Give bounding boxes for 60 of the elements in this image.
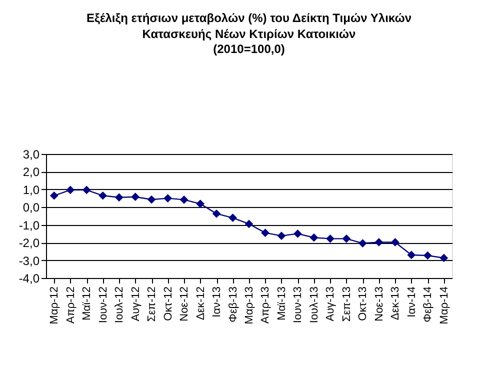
point	[66, 186, 75, 194]
point	[131, 192, 140, 202]
x-tick-label: Ιουν-13	[292, 286, 304, 324]
point	[82, 186, 91, 194]
x-tick-label: Απρ-12	[64, 286, 77, 324]
x-tick-label: Σεπ-13	[340, 286, 353, 322]
y-tick-label: -2,0	[18, 236, 40, 250]
y-tick-label: 2,0	[22, 165, 40, 180]
point	[423, 251, 432, 260]
point	[147, 195, 156, 204]
x-tick-label: Ιουλ-13	[308, 286, 320, 324]
point	[277, 232, 286, 240]
x-tick-label: Ιαν-14	[406, 286, 418, 318]
y-tick-label: 3,0	[22, 148, 40, 162]
point	[326, 234, 334, 243]
x-tick-label: Νοε-13	[373, 286, 386, 322]
point	[358, 239, 367, 248]
point	[114, 193, 124, 202]
x-tick-label: Δεκ-13	[390, 286, 402, 320]
point	[196, 200, 204, 208]
x-tick-label: Φεβ-14	[422, 286, 434, 322]
chart-title: Εξέλιξη ετήσιων μεταβολών (%) του Δείκτη Τιμών Υλικών Κατασκευής Νέων Κτιρίων Κατοικιών	[86, 11, 412, 41]
x-tick-label: Αυγ-12	[130, 286, 142, 322]
y-tick-label: -4,0	[18, 272, 40, 286]
x-tick-label: Αυγ-13	[324, 286, 337, 322]
x-tick-label: Μαρ-14	[438, 286, 450, 324]
y-tick-label: -3,0	[18, 254, 40, 268]
point	[228, 214, 237, 222]
y-tick-label: -1,0	[18, 218, 40, 232]
y-tick-label: 1,0	[22, 182, 40, 197]
x-tick-label: Μαρ-13	[244, 286, 256, 324]
point	[310, 233, 318, 242]
y-tick-label: 0,0	[22, 200, 40, 215]
point	[374, 238, 384, 246]
point	[98, 191, 108, 200]
point	[164, 194, 172, 202]
x-tick-label: Απρ-13	[260, 286, 272, 324]
x-tick-label: Ιουν-12	[97, 286, 110, 324]
x-tick-label: Ιαν-13	[211, 286, 224, 318]
x-tick-label: Σεπ-12	[146, 286, 158, 322]
x-tick-label: Νοε-12	[178, 286, 191, 322]
x-tick-label: Ιουλ-12	[114, 286, 126, 324]
chart-subtitle: (2010=100,0)	[213, 42, 285, 56]
point	[294, 230, 302, 238]
point	[342, 234, 351, 243]
x-tick-label: Μαϊ-12	[81, 286, 94, 320]
x-tick-label: Οκτ-12	[162, 286, 174, 321]
x-tick-label: Φεβ-13	[227, 286, 240, 322]
point	[50, 191, 58, 200]
point	[390, 238, 400, 246]
point	[212, 210, 221, 218]
point	[261, 228, 270, 238]
x-tick-label: Μαρ-12	[48, 286, 61, 324]
x-tick-label: Μαϊ-13	[276, 286, 288, 320]
point	[180, 196, 188, 204]
point	[407, 250, 416, 260]
point	[244, 220, 254, 228]
point	[440, 254, 448, 262]
x-tick-label: Οκτ-13	[357, 286, 370, 321]
x-tick-label: Δεκ-12	[194, 286, 207, 320]
